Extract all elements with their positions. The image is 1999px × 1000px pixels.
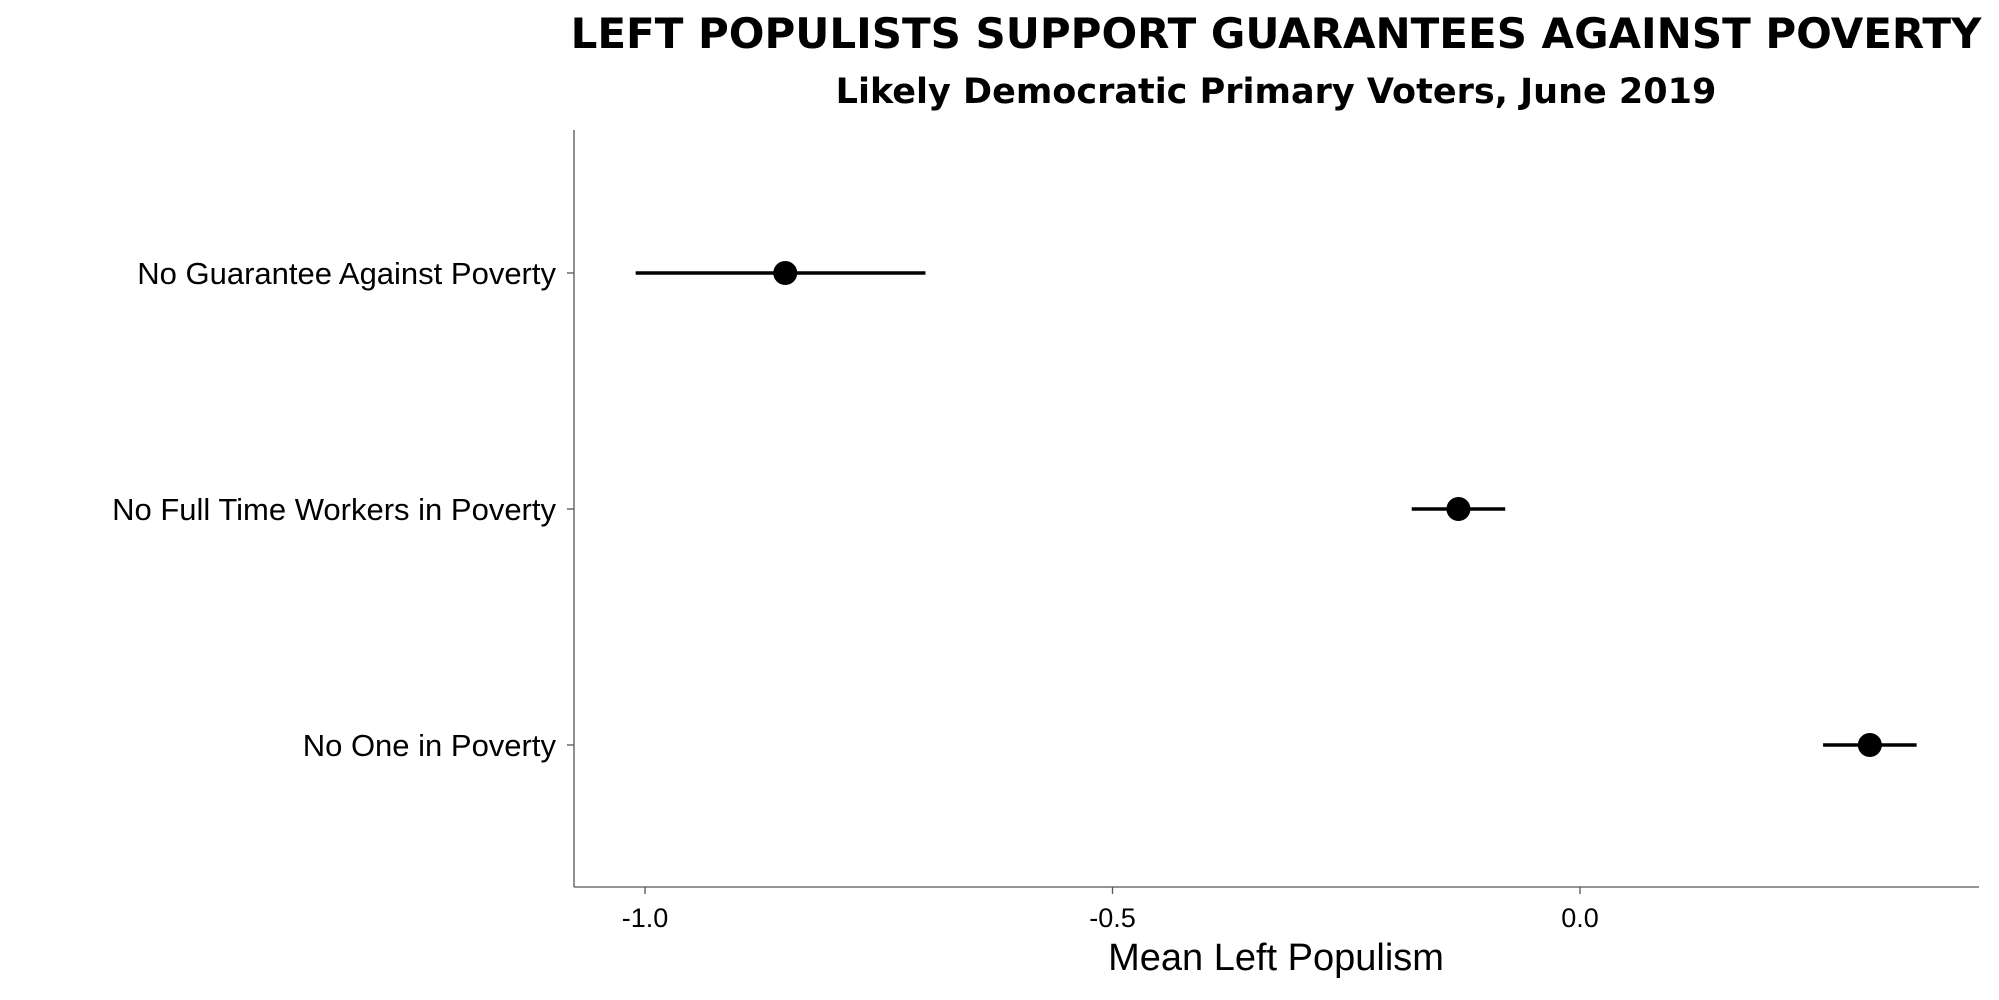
- x-axis: -1.0 -0.5 0.0: [622, 887, 1599, 933]
- y-axis: No Guarantee Against Poverty No Full Time…: [112, 256, 574, 763]
- chart-title: LEFT POPULISTS SUPPORT GUARANTEES AGAINS…: [571, 9, 1982, 58]
- x-tick-label: -0.5: [1089, 903, 1136, 933]
- x-tick-label: -1.0: [622, 903, 669, 933]
- mean-point: [1446, 497, 1471, 521]
- x-tick-label: 0.0: [1561, 903, 1599, 933]
- y-tick-label: No Guarantee Against Poverty: [137, 256, 556, 291]
- mean-point: [773, 261, 798, 285]
- mean-point: [1857, 733, 1882, 757]
- chart-subtitle: Likely Democratic Primary Voters, June 2…: [836, 72, 1717, 112]
- y-tick-label: No Full Time Workers in Poverty: [112, 492, 556, 527]
- x-axis-title: Mean Left Populism: [1108, 937, 1444, 979]
- data-marks: [635, 261, 1917, 757]
- y-tick-label: No One in Poverty: [303, 728, 557, 763]
